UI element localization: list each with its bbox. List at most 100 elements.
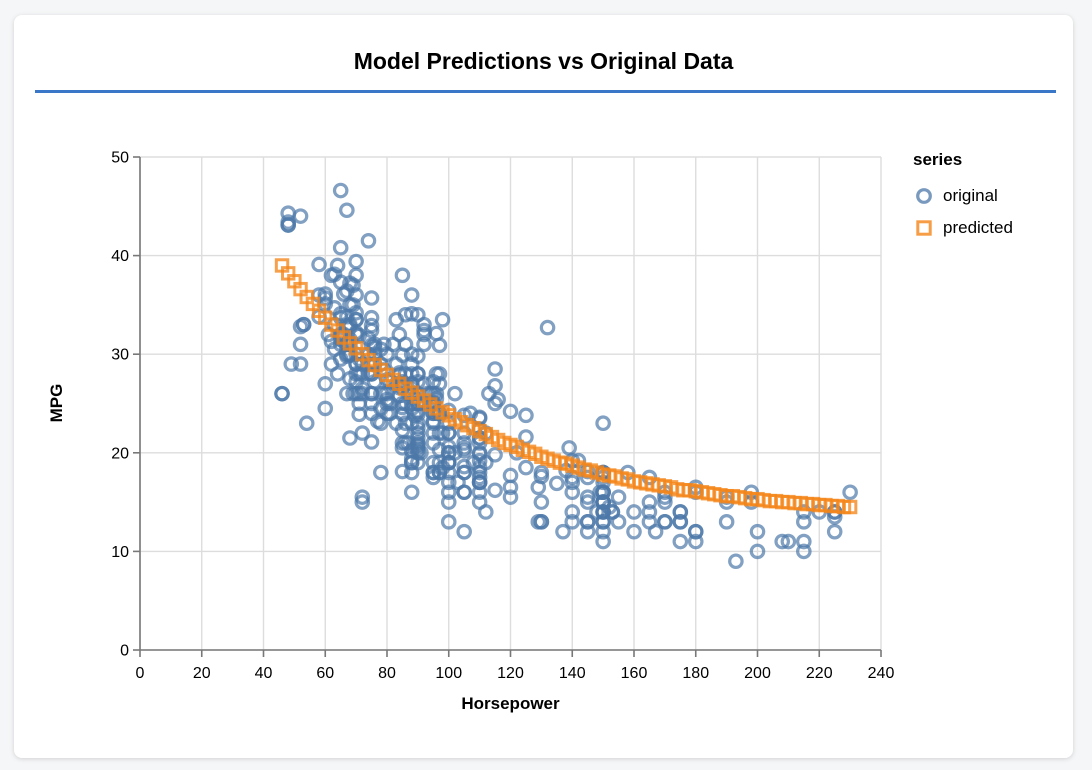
original-point bbox=[626, 523, 642, 540]
x-tick-label: 0 bbox=[136, 665, 145, 682]
original-point bbox=[471, 452, 488, 469]
original-point bbox=[410, 430, 426, 446]
original-point bbox=[351, 385, 368, 402]
original-point bbox=[687, 523, 704, 540]
original-point bbox=[518, 459, 534, 476]
original-point bbox=[428, 325, 445, 342]
original-point bbox=[298, 415, 315, 432]
original-point bbox=[363, 290, 380, 306]
y-tick-label: 30 bbox=[111, 347, 129, 364]
original-point bbox=[317, 375, 334, 392]
x-tick-label: 160 bbox=[621, 665, 648, 682]
y-tick-label: 0 bbox=[120, 643, 129, 660]
original-point bbox=[391, 326, 408, 343]
original-point bbox=[610, 514, 627, 530]
original-point bbox=[431, 425, 448, 441]
original-point bbox=[394, 422, 411, 438]
y-tick-label: 10 bbox=[111, 544, 129, 561]
original-point bbox=[579, 494, 596, 510]
original-point bbox=[595, 415, 611, 432]
original-point bbox=[394, 347, 411, 363]
original-point bbox=[434, 311, 451, 328]
original-point bbox=[487, 446, 503, 463]
original-point bbox=[339, 202, 355, 219]
original-point bbox=[626, 504, 642, 520]
original-point bbox=[471, 469, 488, 486]
original-point bbox=[440, 484, 457, 501]
original-point bbox=[561, 440, 577, 456]
original-point bbox=[471, 494, 488, 510]
original-point bbox=[780, 533, 797, 550]
original-point bbox=[348, 366, 364, 382]
original-point bbox=[342, 275, 358, 292]
original-point bbox=[533, 514, 550, 530]
x-tick-label: 220 bbox=[806, 665, 833, 682]
x-tick-label: 80 bbox=[378, 665, 396, 682]
original-point bbox=[292, 208, 309, 224]
title-rule bbox=[35, 90, 1056, 93]
original-series-icon bbox=[916, 188, 932, 204]
original-point bbox=[796, 504, 812, 520]
original-point bbox=[774, 533, 790, 550]
original-point bbox=[641, 494, 658, 510]
original-point bbox=[749, 543, 766, 560]
original-point bbox=[447, 385, 463, 402]
x-tick-label: 200 bbox=[744, 665, 771, 682]
original-point bbox=[410, 348, 426, 364]
original-point bbox=[564, 474, 581, 491]
original-point bbox=[672, 514, 689, 530]
original-point bbox=[471, 474, 488, 491]
original-point bbox=[376, 336, 392, 353]
original-point bbox=[329, 366, 346, 382]
predicted-series-icon bbox=[916, 220, 932, 236]
original-point bbox=[440, 514, 457, 530]
legend-label: predicted bbox=[943, 218, 1013, 237]
original-point bbox=[456, 523, 472, 540]
original-point bbox=[579, 514, 596, 530]
original-point bbox=[450, 474, 466, 491]
original-point bbox=[749, 523, 766, 540]
legend-item-original: original bbox=[913, 180, 1013, 212]
legend-label: original bbox=[943, 186, 998, 205]
original-point bbox=[555, 523, 571, 540]
original-point bbox=[416, 316, 432, 333]
original-point bbox=[826, 523, 843, 540]
original-point bbox=[796, 543, 812, 560]
original-point bbox=[292, 318, 309, 335]
x-tick-label: 40 bbox=[255, 665, 273, 682]
original-point bbox=[416, 322, 432, 339]
original-point bbox=[487, 377, 503, 394]
original-point bbox=[292, 336, 309, 353]
original-point bbox=[796, 514, 812, 530]
original-point bbox=[363, 309, 380, 326]
original-point bbox=[518, 407, 534, 424]
original-point bbox=[351, 406, 368, 423]
original-point bbox=[394, 463, 411, 480]
original-point bbox=[564, 504, 581, 520]
original-point bbox=[366, 336, 383, 353]
original-point bbox=[549, 475, 565, 492]
original-point bbox=[292, 356, 309, 372]
y-tick-label: 50 bbox=[111, 150, 129, 167]
original-point bbox=[373, 400, 389, 417]
original-point bbox=[579, 523, 596, 540]
original-point bbox=[434, 459, 451, 476]
original-point bbox=[403, 305, 420, 322]
original-point bbox=[564, 484, 581, 501]
original-point bbox=[354, 494, 371, 510]
original-point bbox=[796, 533, 812, 550]
original-point bbox=[342, 430, 358, 446]
original-point bbox=[595, 514, 611, 530]
original-point bbox=[440, 474, 457, 491]
predicted-point bbox=[842, 499, 858, 515]
original-point bbox=[687, 533, 704, 550]
original-point bbox=[456, 435, 472, 451]
original-point bbox=[440, 444, 457, 461]
x-tick-label: 240 bbox=[868, 665, 895, 682]
original-point bbox=[487, 361, 503, 377]
original-point bbox=[564, 514, 581, 530]
x-tick-label: 20 bbox=[193, 665, 211, 682]
original-point bbox=[323, 267, 340, 284]
original-point bbox=[354, 425, 371, 441]
